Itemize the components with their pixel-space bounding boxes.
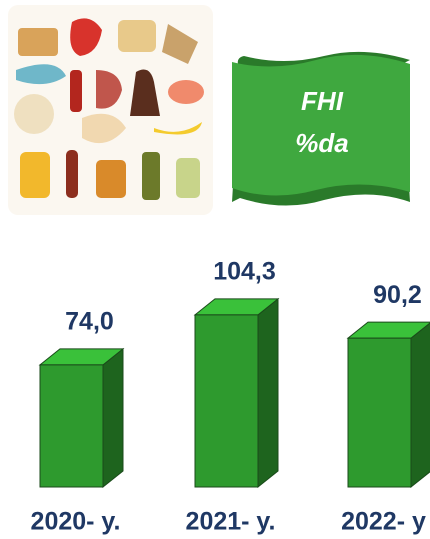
bar (348, 338, 411, 487)
value-label: 74,0 (65, 308, 114, 336)
banner-subtitle: %da (295, 128, 348, 158)
page: {"chart_data": {"type": "bar3d", "title"… (0, 0, 430, 539)
banner-title: FHI (301, 86, 344, 116)
grocery-illustration (8, 5, 213, 215)
bar (195, 315, 258, 487)
x-tick-label: 2022- y (341, 508, 426, 536)
value-label: 104,3 (213, 258, 276, 286)
bar-side (411, 322, 430, 487)
chart: FHI %da 74,0 2020- y. 104,3 2021- y. 90,2 202… (0, 0, 430, 539)
bar-side (258, 299, 278, 487)
value-label: 90,2 (373, 281, 422, 309)
bar (40, 365, 103, 487)
x-tick-label: 2020- y. (31, 508, 121, 536)
x-tick-label: 2021- y. (186, 508, 276, 536)
banner: FHI %da (232, 52, 410, 206)
bar-side (103, 349, 123, 487)
